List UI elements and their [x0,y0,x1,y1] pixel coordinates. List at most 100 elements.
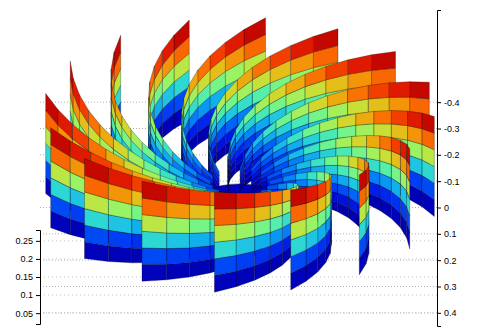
blade-patch [142,264,167,281]
tick-label: -0.2 [444,150,460,160]
blade-patch [167,217,190,233]
blade-patch [348,85,369,102]
blade-patch [237,68,252,92]
blade-patch [167,233,190,249]
tick-label: 0.25 [15,236,33,246]
blade-patch [193,154,202,171]
tick-mark [36,241,40,242]
blade-patch [282,189,291,203]
tick: 0.1 [437,229,457,239]
blade-patch [408,126,422,145]
blade-patch [230,130,235,149]
tick-label: 0 [444,203,449,213]
tick-label: 0.2 [444,256,457,266]
tick: -0.4 [437,98,460,108]
blade-patch [410,82,430,99]
blade-patch [100,125,113,149]
blade-patch [270,190,282,205]
blade-patch [261,147,273,162]
blade-patch [408,111,422,129]
blade-patch [422,113,434,133]
surface [46,18,435,292]
blade-patch [142,248,167,265]
tick: -0.1 [437,177,460,187]
blade-patch [296,172,307,180]
blade-patch [214,224,236,242]
blade-patch [296,160,311,170]
blade-patch [291,36,314,60]
blade-patch [149,97,151,122]
blade-patch [391,110,407,125]
tick-label: 0.15 [15,272,33,282]
tick-label: -0.3 [444,124,460,134]
tick-mark [437,287,441,288]
blade-patch [46,94,58,126]
blade-patch [358,157,365,172]
blade-patch [214,192,236,209]
tick: 0.3 [437,282,457,292]
blade-patch [189,190,209,206]
blade-patch [89,110,100,137]
blade-patch [227,156,229,173]
blade-patch [189,219,209,234]
blade-patch [236,222,255,240]
blade-patch [210,42,225,69]
tick-mark [437,181,441,182]
blade-patch [189,246,209,263]
blade-patch [142,215,167,233]
blade-patch [51,128,71,157]
blade-patch [115,101,122,127]
blade-patch [214,240,236,259]
blade-patch [269,84,286,105]
blade-patch [214,209,236,226]
blade-patch [217,93,226,116]
blade-patch [85,159,109,184]
grid-line [40,295,437,296]
blade-patch [255,94,269,115]
z-axis: 0.050.10.150.20.25 [15,231,40,325]
blade-patch [349,156,358,169]
blade-patch [338,165,349,176]
tick-label: 0.2 [20,254,33,264]
blade-patch [255,205,270,222]
blade-patch [309,96,328,114]
blade-patch [273,138,287,153]
blade-patch [288,148,304,161]
blade-patch [336,136,352,148]
blade-patch [311,157,325,167]
blade-patch [348,55,371,75]
blade-patch [317,172,325,182]
blade-patch [352,135,367,146]
tick-mark [437,313,441,314]
tick-mark [36,295,40,296]
tick-mark [437,260,441,261]
tick: -0.3 [437,124,460,134]
blade-patch [162,35,174,65]
blade-patch [167,202,190,219]
blade-patch [366,166,369,186]
blade-patch [255,192,270,208]
blade-patch [326,179,331,195]
blade-patch [325,156,338,165]
blade-patch [187,141,194,160]
tick-mark [437,155,441,156]
blade-patch [209,147,213,165]
tick-label: 0.3 [444,282,457,292]
tick-label: 0.4 [444,308,457,318]
blade-patch [400,140,406,159]
grid-line [40,313,437,314]
blade-patch [356,124,374,137]
blade-patch [282,164,297,174]
tick-mark [437,208,441,209]
blade-patch [163,140,173,159]
blade-patch [189,70,198,96]
blade-patch [359,170,366,191]
blade-patch [142,143,155,163]
blade-patch [112,85,116,113]
blade-patch [156,126,164,147]
blade-patch [240,155,245,171]
blade-patch [291,188,306,207]
blade-patch [367,135,380,148]
blade-patch [368,83,389,99]
blade-patch [338,156,349,166]
